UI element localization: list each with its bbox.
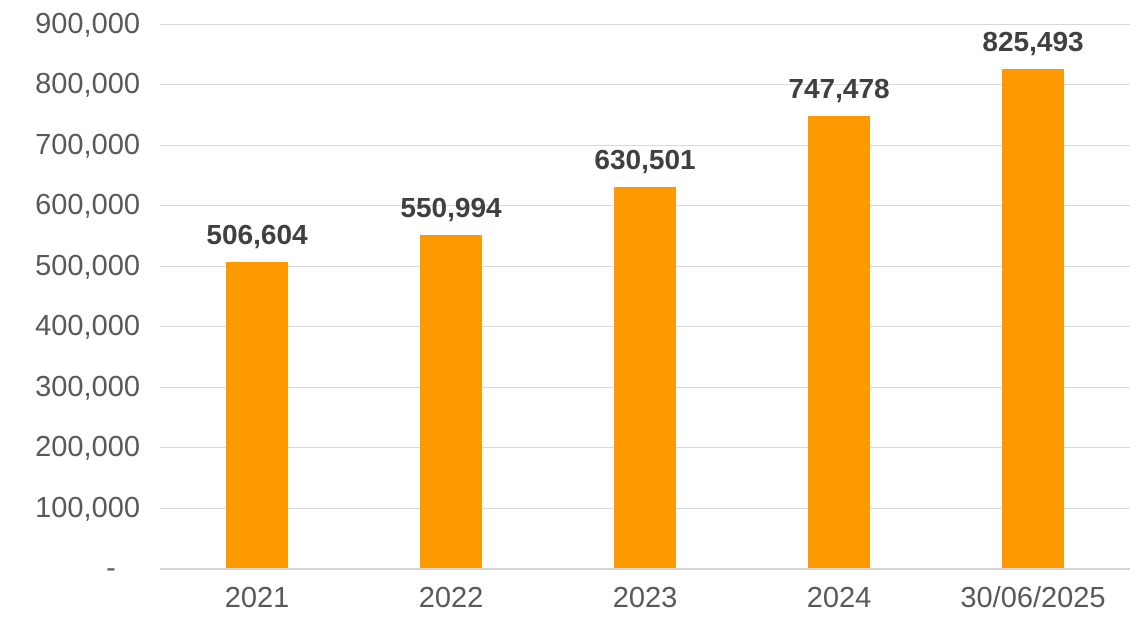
y-tick-label: 200,000 bbox=[35, 431, 140, 464]
bar-2024 bbox=[808, 116, 870, 568]
bar-value-label: 550,994 bbox=[400, 191, 502, 223]
x-tick-label: 2022 bbox=[418, 582, 484, 614]
x-tick-label: 2023 bbox=[612, 582, 678, 614]
bar-30/06/2025 bbox=[1002, 69, 1064, 568]
y-tick-label: 700,000 bbox=[35, 128, 140, 161]
y-tick-label: 100,000 bbox=[35, 491, 140, 524]
y-tick-label: 800,000 bbox=[35, 68, 140, 101]
y-tick-label: 900,000 bbox=[35, 8, 140, 40]
bar-value-label: 630,501 bbox=[594, 143, 696, 175]
y-axis: 900,000 800,000 700,000 600,000 500,000 400,0… bbox=[0, 0, 140, 633]
bar-value-label: 747,478 bbox=[788, 73, 890, 105]
x-tick-label: 30/06/2025 bbox=[960, 582, 1106, 614]
x-tick-label: 2024 bbox=[806, 582, 872, 614]
gridline bbox=[160, 84, 1130, 86]
bar-2023 bbox=[614, 186, 676, 568]
bar-2021 bbox=[226, 261, 288, 568]
bar-value-label: 825,493 bbox=[982, 26, 1084, 58]
plot-area: 506,604 550,994 630,501 747,478 825,493 bbox=[160, 24, 1130, 570]
x-axis: 2021 2022 2023 2024 30/06/2025 bbox=[160, 583, 1130, 613]
y-tick-label: - bbox=[106, 552, 140, 584]
y-tick-label: 500,000 bbox=[35, 249, 140, 282]
bar-2022 bbox=[420, 234, 482, 568]
gridline bbox=[160, 144, 1130, 146]
y-tick-label: 600,000 bbox=[35, 189, 140, 222]
x-tick-label: 2021 bbox=[224, 582, 290, 614]
bar-value-label: 506,604 bbox=[206, 218, 308, 250]
y-tick-label: 400,000 bbox=[35, 310, 140, 343]
gridline bbox=[160, 24, 1130, 25]
y-tick-label: 300,000 bbox=[35, 370, 140, 403]
